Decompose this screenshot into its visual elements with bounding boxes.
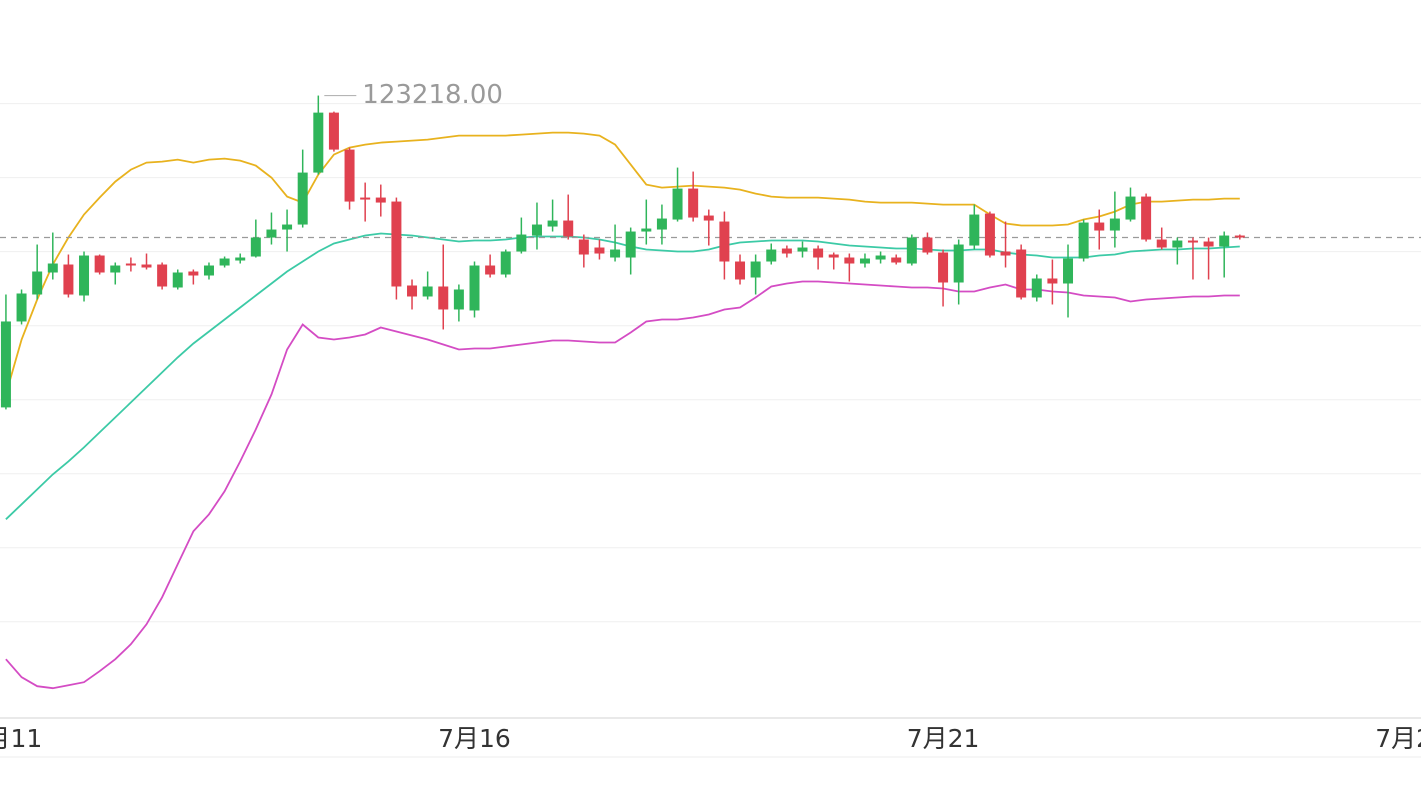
candle-body bbox=[844, 257, 855, 264]
candle-body bbox=[1203, 241, 1214, 247]
candle-body bbox=[79, 255, 90, 296]
candle-body bbox=[610, 249, 621, 258]
candle-body bbox=[547, 220, 558, 227]
candle-body bbox=[1172, 240, 1183, 248]
candle-body bbox=[391, 201, 402, 287]
candle-body bbox=[938, 252, 949, 283]
candle-body bbox=[797, 247, 808, 252]
candle-body bbox=[125, 263, 136, 266]
candle-body bbox=[438, 286, 449, 310]
candle-body bbox=[203, 265, 214, 276]
candle-body bbox=[1031, 278, 1042, 298]
candle-body bbox=[875, 255, 886, 260]
candle-body bbox=[672, 188, 683, 220]
x-tick-label: 7月26 bbox=[1375, 724, 1421, 753]
candle-body bbox=[297, 172, 308, 225]
candle-body bbox=[859, 258, 870, 264]
candle-body bbox=[1109, 218, 1120, 231]
candle-body bbox=[578, 239, 589, 255]
candle-body bbox=[266, 229, 277, 238]
candle-body bbox=[453, 289, 464, 310]
candle-body bbox=[1047, 278, 1058, 284]
candle-body bbox=[922, 237, 933, 253]
candle-body bbox=[813, 248, 824, 258]
candle-body bbox=[1219, 235, 1230, 247]
candle-body bbox=[250, 237, 261, 257]
candle-body bbox=[47, 263, 58, 273]
candle-body bbox=[360, 197, 371, 200]
candle-body bbox=[906, 237, 917, 264]
candle-body bbox=[750, 261, 761, 278]
candle-body bbox=[157, 264, 168, 287]
candle-body bbox=[1063, 258, 1074, 284]
candle-body bbox=[703, 215, 714, 221]
candle-body bbox=[531, 224, 542, 236]
band-line bbox=[5, 280, 1240, 690]
candle-body bbox=[1094, 222, 1105, 231]
candle-body bbox=[32, 271, 43, 295]
candle-body bbox=[516, 234, 527, 252]
candle-body bbox=[984, 213, 995, 256]
band-line bbox=[5, 131, 1240, 395]
candle-body bbox=[375, 197, 386, 203]
candle-body bbox=[407, 285, 418, 297]
candle-body bbox=[469, 265, 480, 311]
x-tick-label: 7月16 bbox=[438, 724, 511, 753]
candle-body bbox=[1141, 196, 1152, 240]
candle-body bbox=[344, 149, 355, 202]
candle-body bbox=[0, 321, 11, 408]
candle-body bbox=[219, 258, 230, 266]
candle-body bbox=[735, 261, 746, 280]
candle-body bbox=[656, 218, 667, 230]
max-price-label: 123218.00 bbox=[362, 80, 503, 110]
candle-body bbox=[1156, 239, 1167, 248]
band-line bbox=[5, 232, 1240, 520]
candle-body bbox=[485, 265, 496, 275]
candle-body bbox=[828, 254, 839, 258]
candle-body bbox=[328, 112, 339, 150]
candle-body bbox=[563, 220, 574, 237]
candle-body bbox=[188, 271, 199, 276]
candle-body bbox=[110, 265, 121, 273]
candle-body bbox=[313, 112, 324, 173]
candle-body bbox=[969, 214, 980, 246]
candle-body bbox=[235, 257, 246, 261]
candle-body bbox=[641, 228, 652, 232]
candle-body bbox=[719, 221, 730, 262]
candle-body bbox=[1125, 196, 1136, 220]
candle-body bbox=[891, 257, 902, 263]
candle-body bbox=[594, 247, 605, 254]
candle-body bbox=[1234, 235, 1245, 238]
candle-body bbox=[94, 255, 105, 273]
candle-body bbox=[953, 244, 964, 283]
candle-body bbox=[282, 224, 293, 230]
candle-body bbox=[422, 286, 433, 297]
candle-body bbox=[625, 231, 636, 258]
x-tick-label: 7月21 bbox=[907, 724, 980, 753]
candle-body bbox=[766, 249, 777, 262]
candle-body bbox=[1000, 251, 1011, 256]
candle-body bbox=[1187, 240, 1198, 243]
candle-body bbox=[1016, 249, 1027, 298]
candle-body bbox=[1078, 222, 1089, 259]
candle-body bbox=[688, 188, 699, 218]
candle-body bbox=[141, 264, 152, 268]
candle-body bbox=[63, 264, 74, 295]
candle-body bbox=[16, 293, 27, 322]
candle-body bbox=[781, 248, 792, 254]
x-tick-label: 7月11 bbox=[0, 724, 42, 753]
candle-body bbox=[172, 272, 183, 288]
candle-body bbox=[500, 251, 511, 275]
